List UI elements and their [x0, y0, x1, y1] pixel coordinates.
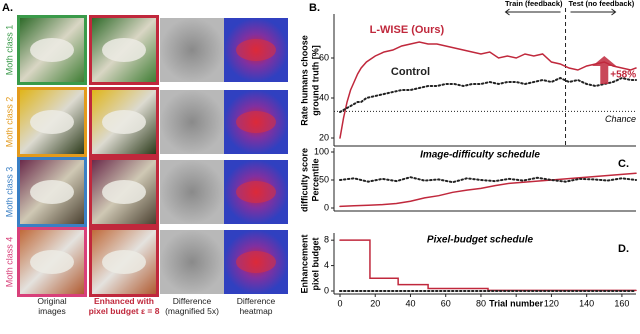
y-tick-label: 20 — [319, 132, 329, 142]
image-frame — [89, 15, 159, 85]
y-tick-label: 100 — [314, 146, 329, 156]
legend-label: L-WISE (Ours) — [370, 24, 445, 36]
series-line — [339, 172, 637, 208]
image — [160, 18, 224, 82]
chance-label: Chance — [605, 114, 636, 124]
x-tick-label: 80 — [476, 298, 486, 308]
test-label: Test (no feedback) — [569, 0, 635, 8]
row-label: Moth class 2 — [4, 97, 14, 148]
moth — [102, 180, 146, 204]
column-label: Difference heatmap — [237, 296, 276, 316]
y-axis-label: pixel budget — [310, 237, 320, 290]
column-label: Enhanced with pixel budget ε = 8 — [89, 296, 160, 316]
image-frame — [17, 15, 87, 85]
y-axis-label: Enhancement — [299, 234, 309, 293]
panel-label: A. — [2, 2, 13, 14]
moth — [236, 39, 276, 61]
y-tick-label: 50 — [319, 174, 329, 184]
moth — [236, 181, 276, 203]
panel-label: C. — [618, 158, 629, 170]
chart-title: Pixel-budget schedule — [427, 235, 534, 246]
x-tick-label: 160 — [614, 298, 629, 308]
image-frame — [17, 157, 87, 227]
chart-title: Image-difficulty schedule — [420, 150, 540, 161]
y-axis-label: ground truth [%] — [310, 45, 320, 115]
series-line — [339, 176, 637, 184]
moth — [102, 38, 146, 62]
x-tick-label: 60 — [441, 298, 451, 308]
image — [160, 230, 224, 294]
moth — [30, 38, 74, 62]
panel-a: A. Moth class 1 Moth class 2 Moth class 3 M… — [2, 2, 288, 316]
moth — [30, 250, 74, 274]
train-label: Train (feedback) — [505, 0, 563, 8]
gain-arrow — [592, 56, 617, 84]
image-frame — [17, 227, 87, 297]
gain-label: +58% — [610, 70, 636, 81]
row-label: Moth class 3 — [4, 167, 14, 218]
image-frame — [89, 227, 159, 297]
y-axis-label: difficulty score — [299, 148, 309, 212]
y-tick-label: 0 — [324, 202, 329, 212]
y-axis-label: Rate humans choose — [299, 35, 309, 126]
x-tick-label: Trial number — [489, 298, 544, 308]
moth — [236, 111, 276, 133]
series-line — [339, 76, 637, 113]
series-line — [339, 41, 637, 139]
y-tick-label: 0 — [324, 285, 329, 295]
legend-label: Control — [391, 66, 430, 78]
moth — [30, 180, 74, 204]
panel-label: B. — [309, 2, 320, 14]
moth — [236, 251, 276, 273]
row-label: Moth class 4 — [4, 237, 14, 288]
moth — [102, 110, 146, 134]
image-frame — [17, 87, 87, 157]
arrow — [504, 8, 617, 16]
image — [160, 160, 224, 224]
y-tick-label: 4 — [324, 260, 329, 270]
x-tick-label: 120 — [544, 298, 559, 308]
column-label: Difference (magnified 5x) — [165, 296, 219, 316]
y-tick-label: 40 — [319, 92, 329, 102]
image-frame — [89, 87, 159, 157]
panel-label: D. — [618, 243, 629, 255]
y-tick-label: 8 — [324, 235, 329, 245]
x-tick-label: 40 — [405, 298, 415, 308]
image-frame — [89, 157, 159, 227]
y-tick-label: 60 — [319, 52, 329, 62]
row-label: Moth class 1 — [4, 25, 14, 76]
x-tick-label: 140 — [579, 298, 594, 308]
y-axis-label: Percentile — [310, 158, 320, 201]
moth — [102, 250, 146, 274]
series-line — [339, 239, 637, 292]
column-label: Original images — [37, 296, 66, 316]
x-tick-label: 20 — [370, 298, 380, 308]
x-tick-label: 0 — [337, 298, 342, 308]
image — [160, 90, 224, 154]
moth — [30, 110, 74, 134]
